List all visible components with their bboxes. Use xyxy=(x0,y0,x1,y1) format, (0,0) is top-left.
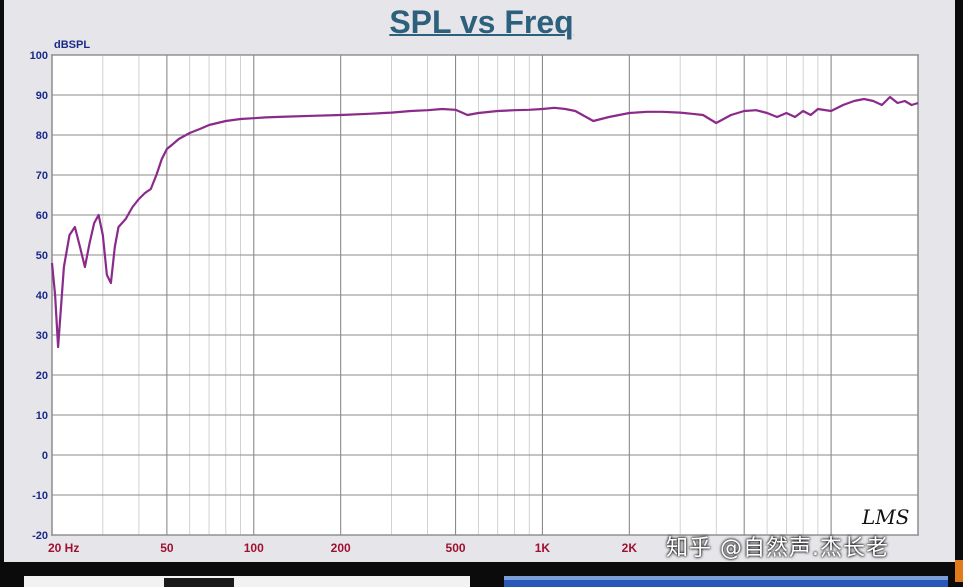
x-tick-label: 100 xyxy=(244,541,264,555)
x-tick-label: 200 xyxy=(331,541,351,555)
y-tick-label: 30 xyxy=(36,330,48,342)
x-tick-label: 20 Hz xyxy=(48,541,79,555)
y-tick-label: 40 xyxy=(36,290,48,302)
bottom-thumbnail-left xyxy=(24,576,470,587)
x-tick-label: 50 xyxy=(160,541,174,555)
y-axis-label: dBSPL xyxy=(54,39,90,51)
y-tick-label: 100 xyxy=(30,50,48,62)
bottom-thumbnail-right xyxy=(504,576,948,587)
y-tick-label: 70 xyxy=(36,170,48,182)
y-tick-label: 80 xyxy=(36,130,48,142)
y-tick-label: 0 xyxy=(42,450,48,462)
zhihu-watermark: 知乎 @自然声.杰长老 xyxy=(666,536,889,561)
x-tick-label: 1K xyxy=(535,541,551,555)
y-tick-label: 20 xyxy=(36,370,48,382)
x-axis-ticks: 20 Hz 50 100 200 500 1K 2K xyxy=(48,541,637,555)
corner-tab xyxy=(955,560,963,582)
major-grid xyxy=(51,54,919,536)
y-tick-label: -10 xyxy=(32,490,48,502)
lms-logo: LMS xyxy=(862,505,910,529)
y-tick-label: -20 xyxy=(32,530,48,542)
y-tick-label: 60 xyxy=(36,210,48,222)
y-tick-label: 90 xyxy=(36,90,48,102)
x-tick-label: 2K xyxy=(622,541,638,555)
x-tick-label: 500 xyxy=(446,541,466,555)
y-tick-label: 50 xyxy=(36,250,48,262)
spl-series-line xyxy=(50,95,919,349)
chart-title: SPL vs Freq xyxy=(389,4,574,40)
y-tick-label: 10 xyxy=(36,410,48,422)
